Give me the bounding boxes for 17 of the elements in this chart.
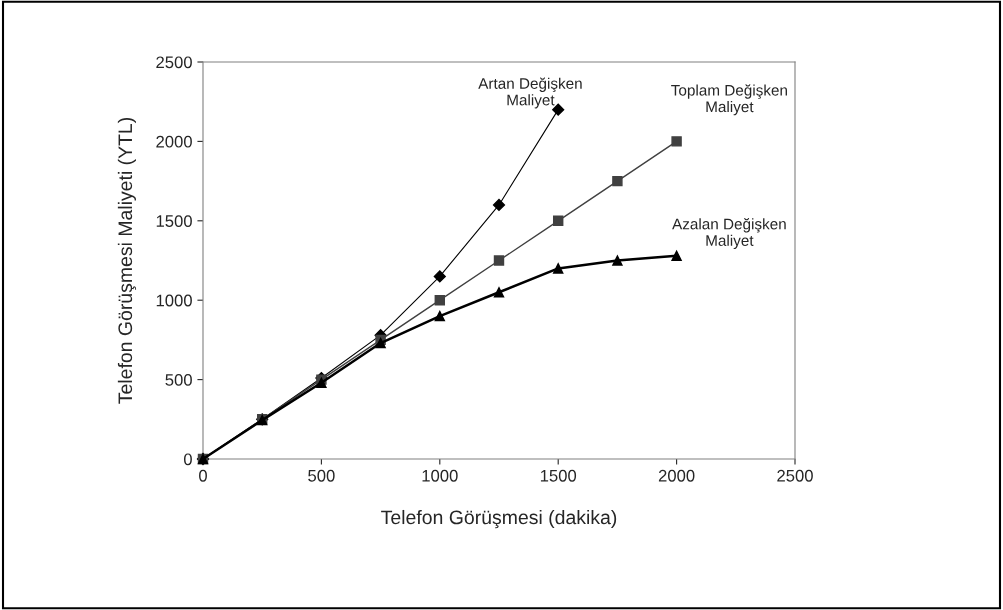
x-tick-label: 2500 — [777, 469, 813, 482]
y-tick-label: 1500 — [156, 215, 192, 227]
x-tick-label: 1000 — [422, 469, 458, 482]
series-label: Azalan Değişken Maliyet — [672, 218, 786, 249]
x-tick-label: 1500 — [540, 469, 577, 482]
series-label: Toplam Değişken Maliyet — [671, 84, 787, 116]
y-axis-title: Telefon Görüşmesi Maliyeti (YTL) — [117, 117, 137, 404]
x-tick-label: 0 — [199, 469, 207, 482]
y-tick-label: 1000 — [156, 294, 192, 307]
x-axis-title: Telefon Görüşmesi (dakika) — [381, 509, 617, 529]
x-tick-label: 500 — [308, 469, 335, 482]
y-tick-label: 2500 — [156, 56, 192, 69]
x-tick-label: 2000 — [658, 469, 695, 482]
y-tick-label: 500 — [165, 374, 192, 386]
y-tick-label: 0 — [183, 453, 192, 466]
series-label: Artan Değişken Maliyet — [478, 77, 582, 109]
y-tick-label: 2000 — [156, 135, 192, 148]
